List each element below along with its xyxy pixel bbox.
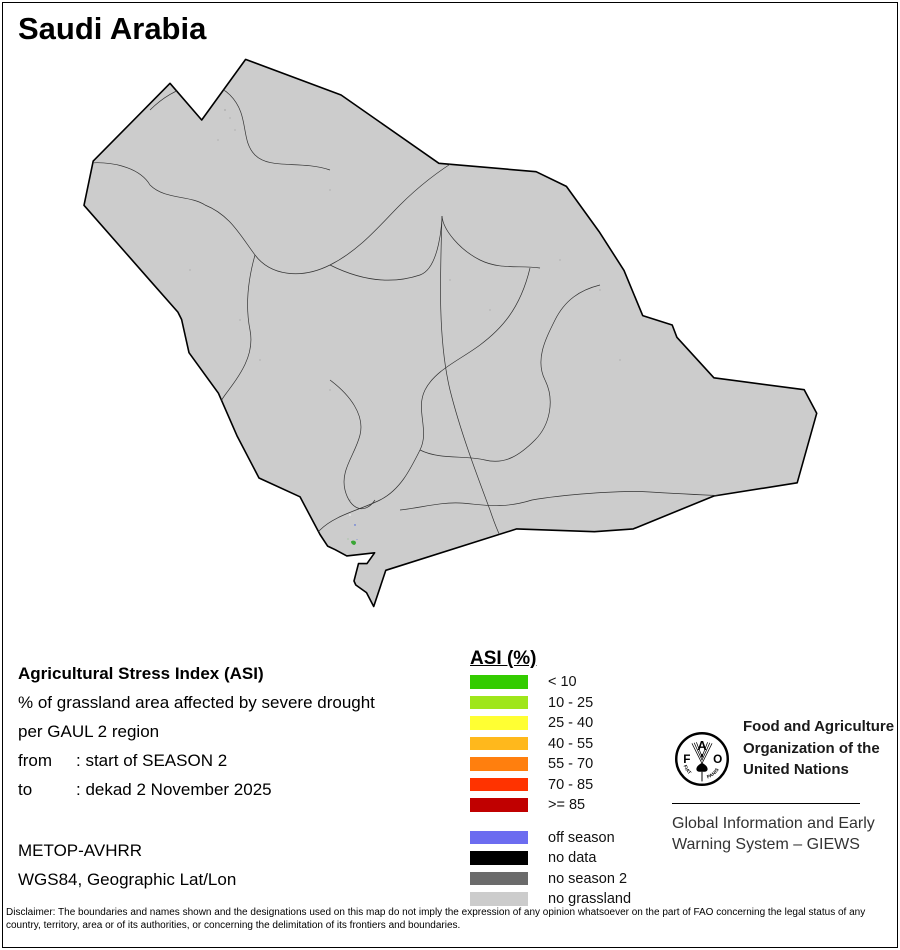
svg-text:F: F: [683, 753, 690, 766]
svg-text:FIAT: FIAT: [682, 764, 693, 776]
svg-text:A: A: [697, 738, 706, 753]
svg-text:O: O: [713, 753, 722, 766]
